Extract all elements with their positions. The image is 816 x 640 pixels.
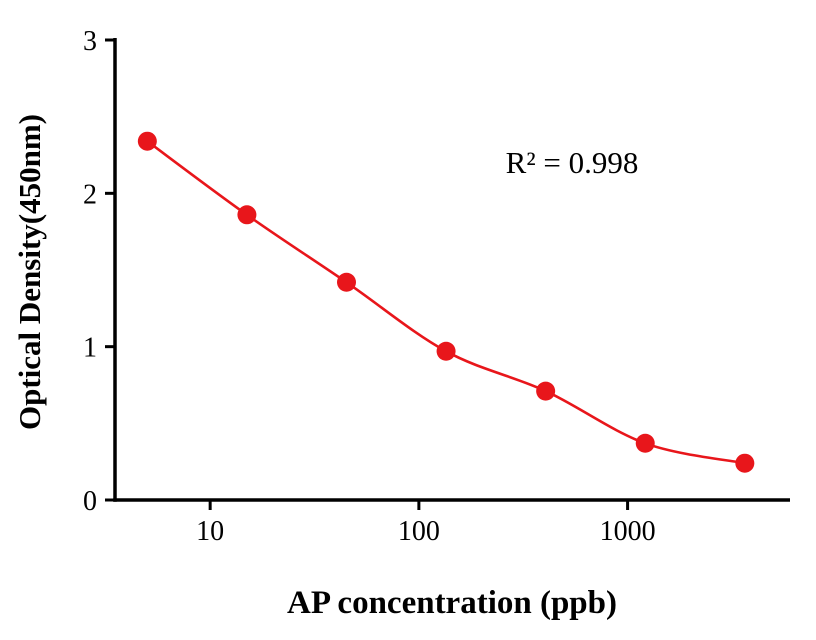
data-point: [635, 433, 655, 453]
r-squared-annotation: R² = 0.998: [505, 145, 639, 180]
data-point: [735, 453, 755, 473]
y-tick-label: 3: [83, 26, 97, 57]
y-tick-label: 2: [83, 179, 97, 210]
data-point: [237, 205, 257, 225]
data-point: [436, 341, 456, 361]
x-tick-label: 100: [398, 516, 440, 547]
data-point: [536, 381, 556, 401]
x-tick-label: 1000: [600, 516, 656, 547]
x-tick-label: 10: [196, 516, 224, 547]
fit-curve: [146, 140, 746, 465]
y-tick-label: 1: [83, 333, 97, 364]
y-tick-label: 0: [83, 486, 97, 517]
data-point: [336, 272, 356, 292]
y-axis-title: Optical Density(450nm): [12, 113, 47, 431]
x-axis-title: AP concentration (ppb): [287, 585, 617, 621]
data-point: [137, 131, 157, 151]
